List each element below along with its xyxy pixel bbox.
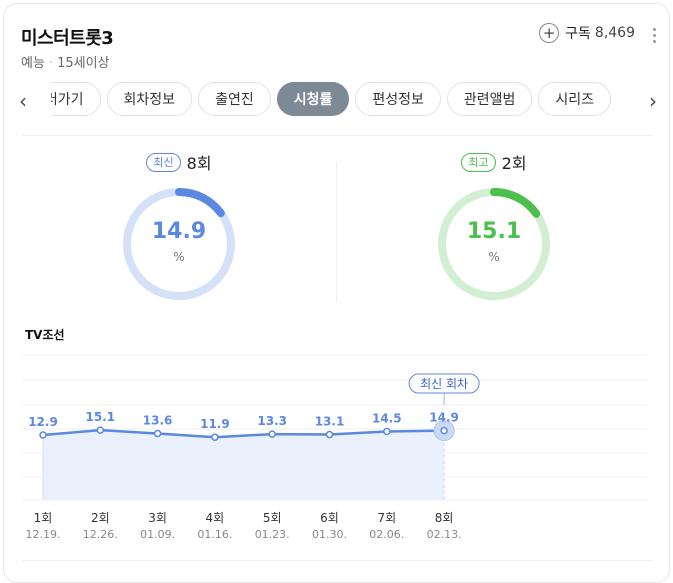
value-label: 15.1 [85,410,115,424]
latest-episode-callout [408,373,480,394]
data-point[interactable] [383,427,391,436]
best-rating-value: 15.1 [466,219,522,244]
data-point[interactable] [268,430,276,438]
episode-tick-label: 6회 [320,511,339,525]
subscribe-label: 구독 [565,26,591,42]
value-label: 11.9 [200,417,230,431]
best-rating-unit: % [488,250,500,264]
episode-tick-label: 4회 [206,511,225,525]
bottom-divider [22,560,652,561]
data-point[interactable] [440,426,448,435]
program-title[interactable]: 미스터트롯3 [21,28,114,49]
age-rating-label: 15세이상 [57,56,110,71]
tab-3[interactable]: 시청률 [276,82,350,116]
plus-icon: + [539,23,560,43]
episode-tick-label: 5회 [263,511,282,525]
value-label: 14.9 [429,411,459,425]
ring-arc [175,188,225,218]
genre-label: 예능 [21,56,45,71]
data-point[interactable] [325,430,334,439]
tab-5[interactable]: 관련앨범 [446,82,533,116]
data-point[interactable] [96,426,105,434]
data-point[interactable] [153,429,162,438]
tab-4[interactable]: 편성정보 [355,82,441,116]
latest-rating-unit: % [173,250,185,264]
tab-6[interactable]: 시리즈 [538,82,612,116]
value-label: 13.3 [257,414,287,428]
value-label: 13.1 [315,415,345,429]
episode-tick-label: 3회 [148,511,167,525]
separator-dot: · [48,56,54,71]
rating-line-chart: 12.9 1회 12.19. 15.1 2회 12.26. 13.6 3회 01.09. 11.9… [22,354,647,541]
episode-tick-label: 8회 [435,511,454,525]
latest-badge: 최신 [146,152,181,172]
panel-divider [336,162,337,302]
rating-line [42,428,445,439]
episode-tick-label: 7회 [377,511,396,525]
date-tick-label: 02.06. [369,528,404,541]
latest-ring-graphic [123,188,235,300]
best-rating-panel: 최고 2회 15.1 % [394,150,594,304]
tab-2[interactable]: 출연진 [198,82,271,116]
date-tick-label: 01.09. [140,528,175,541]
value-label: 14.5 [372,411,402,425]
date-tick-label: 01.16. [197,528,232,541]
date-tick-label: 01.23. [255,528,290,541]
divider [22,135,652,136]
data-point[interactable] [39,431,47,439]
more-options-icon[interactable] [653,28,657,43]
tab-bar: ‹ 보러가기회차정보출연진시청률편성정보관련앨범시리즈 › [13,82,663,120]
episode-tick-label: 1회 [34,511,53,525]
tab-0[interactable]: 보러가기 [51,82,101,116]
latest-rating-value: 14.9 [151,219,207,244]
tabs-viewport: 보러가기회차정보출연진시청률편성정보관련앨범시리즈 [51,82,635,120]
program-meta: 예능 · 15세이상 [21,52,110,71]
value-label: 12.9 [28,415,58,429]
tab-1[interactable]: 회차정보 [106,82,193,116]
episode-tick-label: 2회 [91,511,110,525]
data-point[interactable] [211,433,219,441]
chevron-left-icon[interactable]: ‹ [19,89,27,113]
ring-arc [490,188,541,218]
channel-label: TV조선 [25,328,65,342]
best-rating-ring: 15.1 % [434,184,554,304]
date-tick-label: 12.19. [26,528,61,541]
subscribe-count: 8,469 [594,25,635,41]
date-tick-label: 01.30. [312,528,347,541]
tab-list: 보러가기회차정보출연진시청률편성정보관련앨범시리즈 [51,82,612,116]
chevron-right-icon[interactable]: › [649,89,657,113]
subscribe-button[interactable]: + 구독 8,469 [539,23,635,43]
best-badge: 최고 [461,152,496,172]
latest-rating-panel: 최신 8회 14.9 % [79,150,279,304]
value-label: 13.6 [143,413,173,427]
latest-rating-ring: 14.9 % [119,184,239,304]
date-tick-label: 02.13. [427,528,462,541]
date-tick-label: 12.26. [83,528,118,541]
latest-episode: 8회 [186,154,212,173]
chart-area [43,430,445,500]
best-episode: 2회 [501,154,527,173]
latest-episode-callout-label: 최신 회차 [420,377,468,391]
best-ring-graphic [438,188,550,300]
